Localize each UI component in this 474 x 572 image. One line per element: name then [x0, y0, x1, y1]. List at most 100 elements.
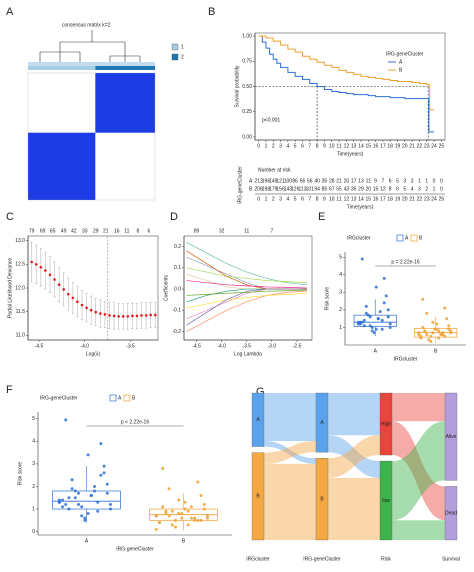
point	[80, 303, 84, 307]
x-tick-label: 3	[279, 143, 282, 149]
point	[131, 314, 134, 318]
risk-count: 5	[403, 186, 406, 192]
point	[153, 313, 157, 317]
x-tick-label: -3.0	[268, 343, 277, 349]
point	[161, 466, 165, 470]
node	[444, 392, 458, 481]
risk-count: 3	[403, 178, 406, 184]
y-tick-label: 12.0	[15, 285, 25, 291]
risk-x-tick-label: 24	[431, 196, 437, 202]
point	[193, 518, 197, 522]
matrix-cell	[28, 73, 95, 133]
risk-x-tick-label: 8	[316, 196, 319, 202]
risk-x-tick-label: 3	[279, 196, 282, 202]
matrix-cell	[95, 73, 155, 133]
point	[57, 498, 61, 502]
point	[174, 525, 178, 529]
node	[251, 452, 265, 541]
top-tick-label: 29	[93, 228, 99, 234]
risk-x-tick-label: 13	[351, 196, 357, 202]
flow	[328, 435, 380, 478]
legend-label: 2	[181, 54, 184, 60]
node	[251, 392, 265, 447]
point	[149, 313, 152, 317]
point	[99, 473, 103, 477]
x-tick-label: A	[85, 538, 89, 544]
risk-count: 156	[276, 186, 285, 192]
y-tick-label: 12.5	[15, 262, 25, 268]
point	[154, 527, 158, 531]
coefficient-path	[186, 288, 307, 326]
flow	[392, 421, 445, 521]
risk-x-tick-label: 7	[308, 196, 311, 202]
y-tick-label: 2	[32, 484, 35, 490]
point	[167, 487, 171, 491]
point	[370, 329, 374, 333]
axis-line	[183, 236, 312, 341]
panel-letter: G	[256, 386, 265, 398]
point	[89, 308, 93, 312]
point	[99, 442, 103, 446]
risk-count: 9	[374, 178, 377, 184]
y-axis-label: Risk score	[324, 287, 330, 311]
risk-count: 28	[329, 178, 335, 184]
point	[362, 324, 366, 328]
risk-count: 208	[254, 186, 263, 192]
x-tick-label: 13	[351, 143, 357, 149]
point	[425, 311, 429, 315]
matrix-cell	[95, 133, 155, 200]
x-tick-label: -4.5	[35, 343, 44, 349]
point	[443, 334, 447, 338]
flow	[392, 520, 445, 540]
y-tick-label: 11.5	[16, 309, 26, 315]
point	[205, 514, 209, 518]
risk-count: 6	[389, 178, 392, 184]
survival-curve	[258, 35, 435, 111]
risk-count: 1	[418, 178, 421, 184]
risk-count: 0	[433, 178, 436, 184]
point	[356, 322, 360, 326]
coefficient-path	[186, 288, 307, 320]
point	[419, 334, 423, 338]
dendrogram-branches	[39, 30, 141, 62]
risk-x-tick-label: 10	[329, 196, 335, 202]
point	[86, 453, 90, 457]
risk-x-tick-label: 16	[373, 196, 379, 202]
risk-count: 5	[396, 178, 399, 184]
cluster-bar	[28, 66, 96, 70]
plot-frame	[27, 235, 159, 341]
cluster-bar	[95, 66, 155, 70]
top-tick-label: 6	[147, 228, 150, 234]
point	[80, 505, 84, 509]
risk-count: 121	[276, 178, 285, 184]
top-tick-label: 33	[82, 228, 88, 234]
point	[447, 327, 451, 331]
y-tick-label: 11.0	[16, 333, 26, 339]
legend-label: A	[405, 235, 409, 241]
point	[431, 320, 435, 324]
top-tick-label: 69	[40, 228, 46, 234]
point	[199, 494, 203, 498]
risk-count: 29	[358, 186, 364, 192]
top-tick-label: 8	[136, 228, 139, 234]
x-tick-label: 6	[301, 143, 304, 149]
risk-x-tick-label: 11	[336, 196, 341, 202]
point	[441, 332, 445, 336]
risk-x-tick-label: 12	[344, 196, 350, 202]
coefficient-path	[186, 290, 307, 332]
point	[161, 505, 165, 509]
point	[177, 498, 181, 502]
risk-count: 126	[291, 186, 300, 192]
node	[379, 392, 393, 456]
point	[77, 503, 81, 507]
point	[64, 503, 68, 507]
panel-letter: B	[208, 6, 215, 18]
point	[180, 512, 184, 516]
risk-x-tick-label: 5	[294, 196, 297, 202]
point	[164, 512, 168, 516]
plot-frame	[254, 32, 446, 141]
flow	[264, 393, 316, 441]
